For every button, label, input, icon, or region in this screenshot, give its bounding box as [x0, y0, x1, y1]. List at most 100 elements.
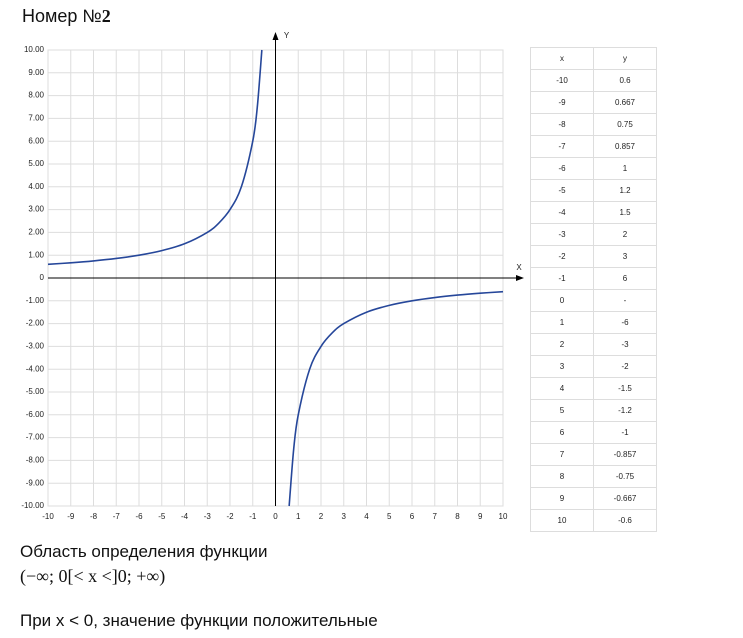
y-tick-label: -2.00	[26, 319, 45, 328]
table-row: -6 1	[530, 157, 657, 180]
y-tick-label: -4.00	[26, 364, 45, 373]
table-cell: -7	[530, 135, 594, 158]
y-tick-label: 6.00	[28, 136, 44, 145]
table-cell: 7	[530, 443, 594, 466]
y-tick-label: 9.00	[28, 68, 44, 77]
x-tick-label: 1	[296, 512, 301, 521]
table-cell: 0.75	[593, 113, 657, 136]
table-cell: -1.5	[593, 377, 657, 400]
x-tick-label: 7	[433, 512, 438, 521]
x-tick-label: 10	[499, 512, 508, 521]
table-row: -2 3	[530, 245, 657, 268]
table-cell: -9	[530, 91, 594, 114]
domain-label: Область определения функции	[20, 542, 268, 561]
y-tick-label: -5.00	[26, 387, 45, 396]
y-tick-label: 10.00	[24, 45, 45, 54]
function-curve	[47, 49, 504, 507]
x-axis-arrow	[516, 275, 524, 281]
x-tick-label: -8	[90, 512, 98, 521]
table-cell: 0	[530, 289, 594, 312]
table-cell: -1.2	[593, 399, 657, 422]
table-cell: 3	[593, 245, 657, 268]
table-cell: -0.75	[593, 465, 657, 488]
table-cell: -6	[593, 311, 657, 334]
table-cell: -0.857	[593, 443, 657, 466]
values-table: x y -10 0.6 -9 0.667 -8 0.75 -7 0.857 -6 1 -5 1.2 -4 1.…	[530, 47, 657, 532]
y-tick-label: -6.00	[26, 410, 45, 419]
table-row: 10 -0.6	[530, 509, 657, 532]
x-tick-label: -2	[226, 512, 234, 521]
y-tick-label: 4.00	[28, 182, 44, 191]
table-row: 1 -6	[530, 311, 657, 334]
table-row: -9 0.667	[530, 91, 657, 114]
x-tick-label: -10	[42, 512, 54, 521]
table-cell: -	[593, 289, 657, 312]
table-cell: 4	[530, 377, 594, 400]
chart: -10 -9 -8 -7 -6 -5 -4 -3 -2 -1 0 1 2 3 4 5 6 7 8 9 1010.009.…	[21, 31, 524, 521]
y-tick-label: -8.00	[26, 456, 45, 465]
x-tick-label: 5	[387, 512, 392, 521]
y-tick-label: 3.00	[28, 205, 44, 214]
y-tick-label: 7.00	[28, 114, 44, 123]
table-cell: -0.6	[593, 509, 657, 532]
x-tick-label: 8	[455, 512, 460, 521]
y-tick-label: 5.00	[28, 159, 44, 168]
x-axis-label: X	[516, 263, 522, 272]
table-cell: y	[593, 47, 657, 70]
table-cell: -8	[530, 113, 594, 136]
table-cell: 1	[530, 311, 594, 334]
x-tick-label: -1	[249, 512, 257, 521]
heading-title: Номер №	[22, 6, 102, 26]
table-cell: -0.667	[593, 487, 657, 510]
table-cell: -3	[593, 333, 657, 356]
table-cell: 2	[593, 223, 657, 246]
y-tick-label: -1.00	[26, 296, 45, 305]
table-cell: -10	[530, 69, 594, 92]
table-row: 7 -0.857	[530, 443, 657, 466]
y-tick-label: -7.00	[26, 433, 45, 442]
table-row: 6 -1	[530, 421, 657, 444]
y-axis-arrow	[272, 32, 279, 40]
table-cell: 9	[530, 487, 594, 510]
x-tick-label: -9	[67, 512, 75, 521]
table-cell: -1	[593, 421, 657, 444]
table-cell: -6	[530, 157, 594, 180]
table-cell: -1	[530, 267, 594, 290]
y-tick-label: 8.00	[28, 91, 44, 100]
table-cell: 8	[530, 465, 594, 488]
table-cell: 3	[530, 355, 594, 378]
y-tick-label: -10.00	[21, 501, 44, 510]
table-cell: -2	[530, 245, 594, 268]
x-tick-label: 2	[319, 512, 324, 521]
x-tick-label: -3	[204, 512, 212, 521]
table-row: -3 2	[530, 223, 657, 246]
table-cell: -5	[530, 179, 594, 202]
x-tick-label: 0	[273, 512, 278, 521]
heading-number: 2	[101, 6, 111, 26]
x-tick-label: -4	[181, 512, 189, 521]
table-row: -7 0.857	[530, 135, 657, 158]
table-row: 3 -2	[530, 355, 657, 378]
table-row: 2 -3	[530, 333, 657, 356]
table-row: 9 -0.667	[530, 487, 657, 510]
y-tick-label: 2.00	[28, 228, 44, 237]
table-cell: 0.6	[593, 69, 657, 92]
table-row: -5 1.2	[530, 179, 657, 202]
y-tick-label: -3.00	[26, 342, 45, 351]
table-row: 0-	[530, 289, 657, 312]
table-row: 8 -0.75	[530, 465, 657, 488]
heading: Номер №2	[22, 6, 111, 27]
table-cell: 2	[530, 333, 594, 356]
table-row: -10 0.6	[530, 69, 657, 92]
note: При x < 0, значение функции положительны…	[20, 611, 378, 630]
table-cell: -2	[593, 355, 657, 378]
x-tick-label: 9	[478, 512, 483, 521]
table-cell: 10	[530, 509, 594, 532]
y-tick-label: 0	[40, 273, 45, 282]
x-tick-label: 4	[364, 512, 369, 521]
table-row: 5 -1.2	[530, 399, 657, 422]
y-axis-label: Y	[284, 31, 290, 40]
table-cell: 6	[593, 267, 657, 290]
table-row: 4 -1.5	[530, 377, 657, 400]
